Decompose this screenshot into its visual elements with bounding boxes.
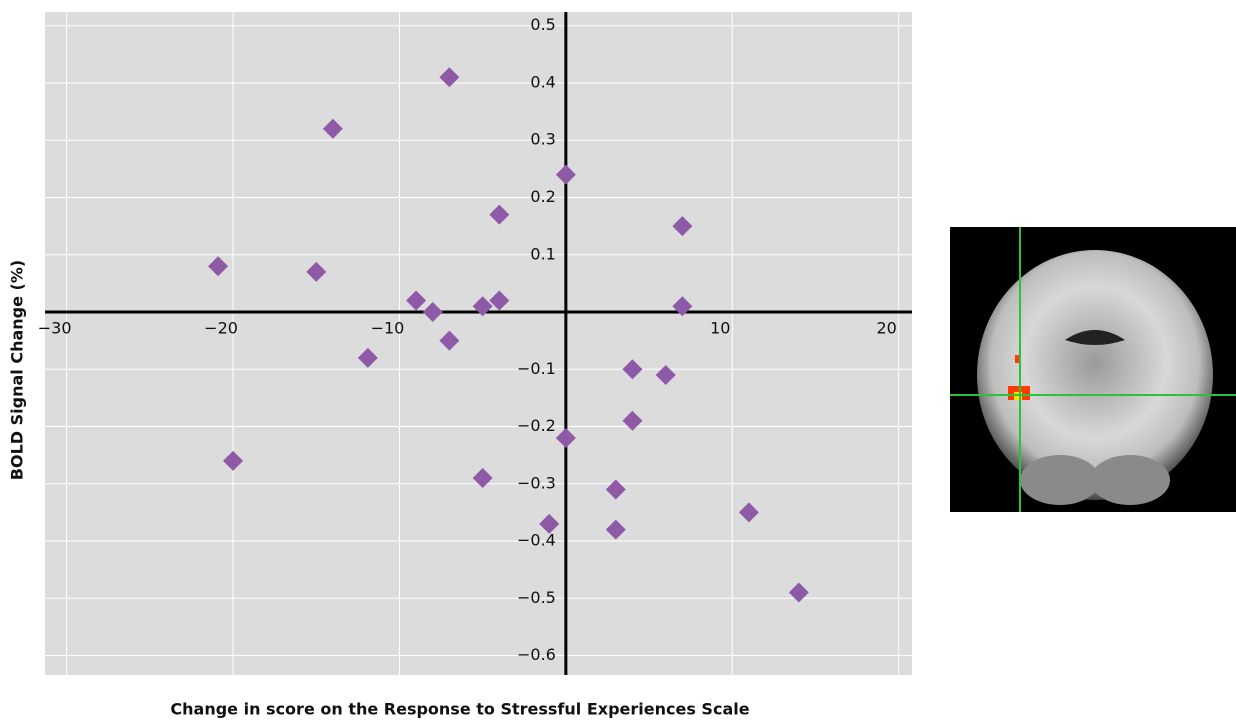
chart: −0.6 −0.5 −0.4 −0.3 −0.2 −0.1 0.1 0.2 0.3 0.4 0.5 −… [0,0,1236,719]
y-tick-label: 0.4 [530,72,555,91]
plot-area [45,12,912,675]
page: {"chart_data": {"type": "scatter", "x_la… [0,0,1236,723]
y-axis-title: BOLD Signal Change (%) [8,260,27,480]
y-tick-label: −0.1 [517,359,556,378]
y-tick-label: −0.5 [517,588,556,607]
y-tick-label: 0.5 [530,15,555,34]
x-tick-label: 20 [877,319,897,338]
y-tick-label: 0.1 [530,244,555,263]
x-tick-label: −20 [204,319,238,338]
x-tick-label: 10 [710,319,730,338]
y-tick-label: 0.2 [530,187,555,206]
x-axis-title: Change in score on the Response to Stres… [170,700,749,719]
brain-image [950,227,1236,512]
y-tick-label: −0.3 [517,473,556,492]
y-tick-label: −0.4 [517,531,556,550]
y-tick-label: 0.3 [530,130,555,149]
y-tick-label: −0.2 [517,416,556,435]
x-tick-label: −10 [371,319,405,338]
y-tick-label: −0.6 [517,645,556,664]
x-tick-label: −30 [38,319,72,338]
